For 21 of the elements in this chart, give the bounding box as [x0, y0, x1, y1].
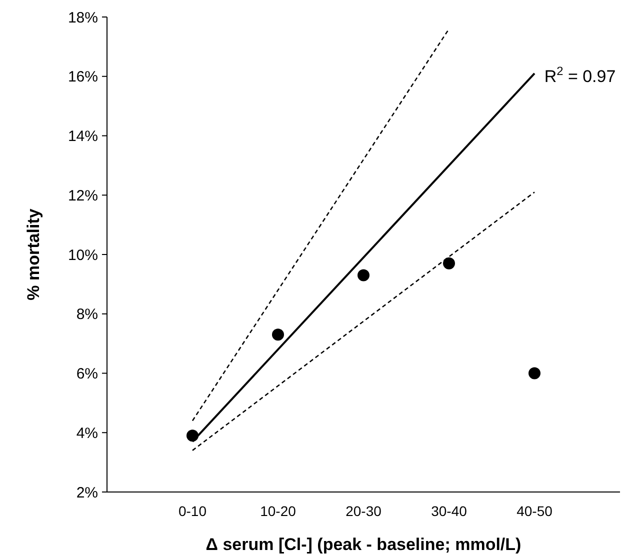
x-tick-label: 30-40: [431, 503, 468, 519]
y-axis-title: % mortality: [24, 208, 43, 300]
y-tick-label: 6%: [76, 366, 98, 382]
annotation: R$^{2}$ = 0.97: [544, 64, 616, 86]
x-tick-label: 20-30: [346, 503, 382, 519]
point: [358, 269, 370, 282]
y-tick-label: 4%: [76, 424, 98, 442]
y-tick-label: 14%: [68, 128, 98, 145]
x-tick-label: 0-10: [178, 503, 207, 519]
y-tick-label: 2%: [76, 484, 98, 502]
y-tick-label: 16%: [68, 68, 98, 86]
y-tick-label: 10%: [68, 246, 98, 264]
x-axis-title: Δ serum [Cl-] (peak - baseline; mmol/L): [206, 535, 522, 554]
y-tick-label: 8%: [76, 306, 98, 324]
y-tick-label: 18%: [68, 9, 98, 26]
x-tick-label: 10-20: [260, 503, 296, 519]
y-tick-label: 12%: [68, 187, 98, 204]
x-tick-label: 40-50: [516, 503, 553, 519]
point: [443, 257, 455, 270]
point: [528, 367, 540, 380]
point: [272, 328, 284, 341]
